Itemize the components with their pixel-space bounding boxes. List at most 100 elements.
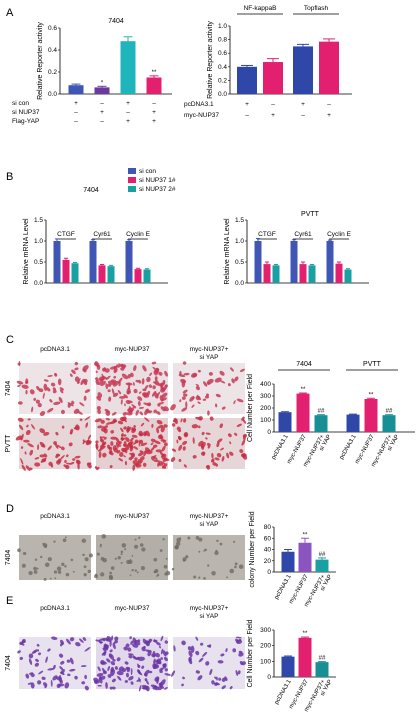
micrograph-E-1-2-cell xyxy=(102,647,107,653)
micrograph-C-2-1-cell xyxy=(19,424,24,431)
chart-a1-annotation: * xyxy=(101,80,104,86)
chart-c-group-label: PVTT xyxy=(363,361,382,368)
micrograph-C-2-1-cell xyxy=(29,467,33,471)
micrograph-E-1-2-cell xyxy=(128,676,134,681)
micrograph-D-1-2-colony xyxy=(154,569,159,574)
chart-a1-condition-mark: + xyxy=(126,100,130,107)
micrograph-D-1-1-colony xyxy=(33,566,37,571)
micrograph-C-1-2-cell xyxy=(111,388,115,396)
micrograph-E-1-2-cell xyxy=(137,656,145,661)
micrograph-C-1-2-cell xyxy=(139,411,144,416)
micrograph-C-2-1-cell xyxy=(21,464,26,471)
chart-a2-bar xyxy=(237,66,257,94)
chart-a1-bar xyxy=(146,77,162,94)
chart-d-tick-label: 0 xyxy=(267,569,271,576)
micrograph-E-1-1-cell xyxy=(50,679,53,687)
micrograph-C-1-1-cell xyxy=(37,403,42,408)
micrograph-E-1-3 xyxy=(171,636,246,690)
micrograph-E-1-2-cell xyxy=(103,644,109,650)
chart-c-tick-label: 200 xyxy=(260,405,271,412)
micrograph-E-1-2-cell xyxy=(127,653,134,656)
micrograph-D-1-3-colony xyxy=(219,542,223,546)
micrograph-E-1-1-cell xyxy=(47,648,51,652)
micrograph-D-1-3-colony xyxy=(171,567,175,571)
micrograph-C-2-2-cell xyxy=(132,464,136,471)
chart-a1-condition-mark: – xyxy=(100,118,104,125)
chart-b2-bar xyxy=(290,241,298,283)
micrograph-C-1-1-cell xyxy=(74,367,79,371)
chart-b1-bar xyxy=(107,266,115,283)
chart-a2-condition-mark: + xyxy=(245,101,249,108)
micrograph-D-1-2-colony xyxy=(120,553,123,556)
micrograph-C-2-3-cell xyxy=(192,437,195,444)
micrograph-C-2-3-cell xyxy=(209,416,214,421)
chart-c-bar xyxy=(364,399,378,432)
micrograph-E-1-1-cell xyxy=(64,682,70,689)
micrograph-C-2-1-cell xyxy=(29,449,34,456)
micrograph-E-1-2-cell xyxy=(141,646,146,652)
micrograph-D-1-3-colony xyxy=(198,537,203,542)
micrograph-C-2-1-cell xyxy=(27,418,31,421)
micrograph-E-1-3-cell xyxy=(209,668,213,676)
micrograph-E-1-2-cell xyxy=(153,639,158,643)
micrograph-D-1-3-colony xyxy=(234,562,238,566)
micrograph-E-1-1-cell xyxy=(21,640,25,644)
micrograph-E-1-2-cell xyxy=(160,648,164,655)
micrograph-C-1-1-cell xyxy=(17,401,23,405)
micrograph-C-2-3-cell xyxy=(239,449,244,454)
micrograph-D-1-2-colony xyxy=(131,555,134,557)
micrograph-C-1-2-cell xyxy=(151,361,157,365)
micrograph-E-1-2-cell xyxy=(160,679,166,686)
micrograph-C-1-3-cell xyxy=(191,404,195,408)
micrograph-E-1-1-cell xyxy=(66,638,71,645)
micrograph-C-2-2-cell xyxy=(160,426,165,433)
micrograph-C-2-1-cell xyxy=(55,431,59,436)
micrograph-E-1-2-cell xyxy=(109,654,113,658)
chart-b1-bar xyxy=(134,269,142,283)
micrograph-C-1-3-cell xyxy=(207,410,210,416)
chart-e-bar xyxy=(315,662,329,677)
micrograph-C-1-2-cell xyxy=(101,373,104,378)
chart-c-tick-label: pcDNA3.1 xyxy=(339,433,358,460)
micrograph-E-1-3-cell xyxy=(239,660,244,666)
micrograph-C-2-2-cell xyxy=(126,441,133,447)
micrograph-C-2-2-cell xyxy=(97,425,103,429)
micrograph-E-1-2-cell xyxy=(98,676,103,684)
micrograph-E-1-2-cell xyxy=(155,652,160,658)
micrograph-D-1-1-colony xyxy=(28,570,33,576)
chart-a2-condition-label: pcDNA3.1 xyxy=(184,101,214,108)
micrograph-C-1-2-cell xyxy=(107,380,116,385)
micrograph-C-2-3-cell xyxy=(241,439,246,446)
micrograph-C-1-3 xyxy=(170,361,245,416)
micrograph-D-1-2-colony xyxy=(136,571,139,574)
micrograph-E-1-1-cell xyxy=(59,671,65,675)
micrograph-C-1-2-cell xyxy=(94,361,100,367)
micrograph-E-1-2-cell xyxy=(97,684,102,687)
panel-letter-E: E xyxy=(6,595,13,607)
micrograph-C-1-2-cell xyxy=(137,401,141,407)
micrograph-C-2-3-cell xyxy=(182,440,188,446)
micrograph-C-2-2-cell xyxy=(96,466,100,471)
micrograph-C-1-2-cell xyxy=(124,403,126,407)
micrograph-C-1-1-cell xyxy=(84,389,91,393)
micrograph-E-1-2-cell xyxy=(110,666,114,673)
micrograph-E-1-3-cell xyxy=(173,645,176,652)
micrograph-C-1-2-cell xyxy=(137,396,143,401)
micrograph-E-1-2-cell xyxy=(152,663,157,669)
micrograph-E-1-2-cell xyxy=(107,674,112,678)
micrograph-C-2-2-cell xyxy=(115,441,119,448)
micrograph-C-2-1-cell xyxy=(70,428,74,434)
micrograph-C-2-3-cell xyxy=(183,464,187,468)
micrograph-C-1-1-cell xyxy=(59,389,64,394)
micrograph-C-2-2-cell xyxy=(151,423,154,428)
micrograph-C-2-3-cell xyxy=(202,451,206,455)
micrograph-D-1-1-colony xyxy=(36,567,39,570)
micrograph-C-2-2-cell xyxy=(122,448,127,453)
micrograph-D-1-2 xyxy=(94,534,171,580)
micrograph-C-1-3-cell xyxy=(208,372,213,376)
micrograph-D-1-3-colony xyxy=(178,537,182,540)
micrograph-C-2-1-cell xyxy=(48,461,53,466)
micrograph-C-2-2-cell xyxy=(150,442,154,446)
micrograph-C-1-2-cell xyxy=(127,374,131,379)
micrograph-C-1-2-cell xyxy=(154,379,159,386)
